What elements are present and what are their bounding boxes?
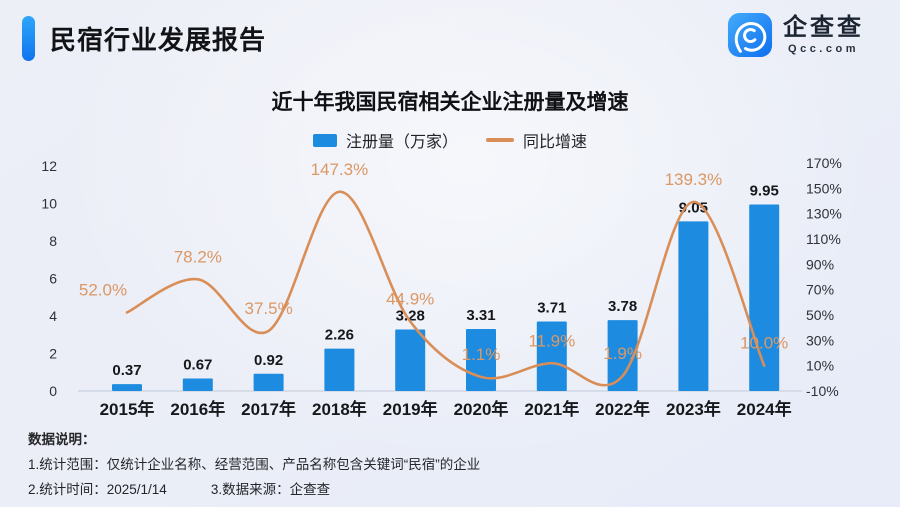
right-axis-tick: 110% [806,231,841,247]
x-axis-label: 2017年 [241,399,296,419]
x-axis-label: 2021年 [524,399,579,419]
footnote-row: 2.统计时间：2025/1/14 3.数据来源：企查查 [28,477,480,502]
bar [324,348,355,391]
left-axis-tick: 4 [49,308,57,324]
growth-line [125,190,766,387]
bar-value-label: 3.31 [466,307,495,324]
footnotes: 数据说明： 1.统计范围：仅统计企业名称、经营范围、产品名称包含关键词“民宿”的… [28,427,480,502]
x-axis-label: 2019年 [383,399,438,419]
bar-value-label: 9.95 [750,182,779,199]
qcc-logo: 企查查 Qcc.com [727,12,864,58]
growth-value-label: 10.0% [740,334,788,353]
growth-value-label: 1.9% [603,344,642,363]
right-axis-tick: -10% [806,383,839,399]
right-axis-tick: 130% [806,206,842,222]
growth-value-label: 52.0% [79,280,127,299]
x-axis-label: 2023年 [666,399,721,419]
growth-value-label: 1.1% [462,345,501,364]
page-title: 民宿行业发展报告 [50,25,267,55]
logo-name: 企查查 [783,13,864,41]
right-axis-tick: 30% [806,332,834,348]
bar [253,373,284,391]
left-axis-tick: 0 [49,383,57,399]
x-axis-label: 2020年 [454,399,509,419]
right-axis-tick: 10% [806,358,834,374]
legend-bar-label: 注册量（万家） [345,134,458,151]
qcc-logo-text: 企查查 Qcc.com [783,13,864,56]
growth-value-label: 139.3% [665,170,723,189]
legend-line-swatch-icon [486,138,514,142]
bar-value-label: 2.26 [325,327,354,344]
footnote-date: 2.统计时间：2025/1/14 [28,482,167,497]
bar [607,320,638,391]
bar-value-label: 0.67 [183,356,212,373]
bar [678,221,709,391]
bar [112,384,142,391]
right-axis-tick: 150% [806,180,842,196]
right-axis-tick: 70% [806,282,834,298]
growth-value-label: 147.3% [311,160,369,179]
bar [536,321,567,391]
bar-value-label: 3.71 [537,299,566,316]
header-accent-bar [22,16,35,61]
chart-title: 近十年我国民宿相关企业注册量及增速 [271,91,629,114]
x-axis-label: 2015年 [100,399,155,419]
left-axis-tick: 8 [49,233,57,249]
x-axis-label: 2018年 [312,399,367,419]
left-axis-tick: 12 [41,158,57,174]
x-axis-label: 2016年 [170,399,225,419]
x-axis-label: 2024年 [737,399,792,419]
legend-bar-swatch-icon [312,133,337,147]
left-axis-tick: 2 [49,346,57,362]
right-axis-tick: 170% [806,155,842,171]
bar-value-label: 0.37 [112,362,141,379]
left-axis-tick: 6 [49,271,57,287]
chart-legend: 注册量（万家） 同比增速 [0,128,900,152]
footnote-heading: 数据说明： [28,432,96,447]
qcc-logo-icon [727,12,773,58]
report-header: 民宿行业发展报告 [22,16,266,61]
legend-item-bar: 注册量（万家） [312,128,458,152]
left-axis-tick: 10 [41,196,57,212]
legend-line-label: 同比增速 [523,134,588,151]
logo-domain: Qcc.com [788,43,859,56]
bar [395,329,426,391]
footnote-source: 3.数据来源：企查查 [210,482,331,497]
right-axis-tick: 90% [806,256,834,272]
bar [182,378,213,391]
growth-value-label: 11.9% [528,331,575,350]
footnote-scope: 1.统计范围：仅统计企业名称、经营范围、产品名称包含关键词“民宿”的企业 [28,457,481,472]
growth-value-label: 44.9% [386,289,434,308]
bar-value-label: 0.92 [254,352,283,369]
growth-value-label: 37.5% [244,299,292,318]
right-axis-tick: 50% [806,307,834,323]
bar-value-label: 9.05 [679,199,708,216]
x-axis-label: 2022年 [595,399,650,419]
growth-value-label: 78.2% [174,247,222,266]
bar-value-label: 3.78 [608,298,637,315]
legend-item-line: 同比增速 [486,128,587,152]
